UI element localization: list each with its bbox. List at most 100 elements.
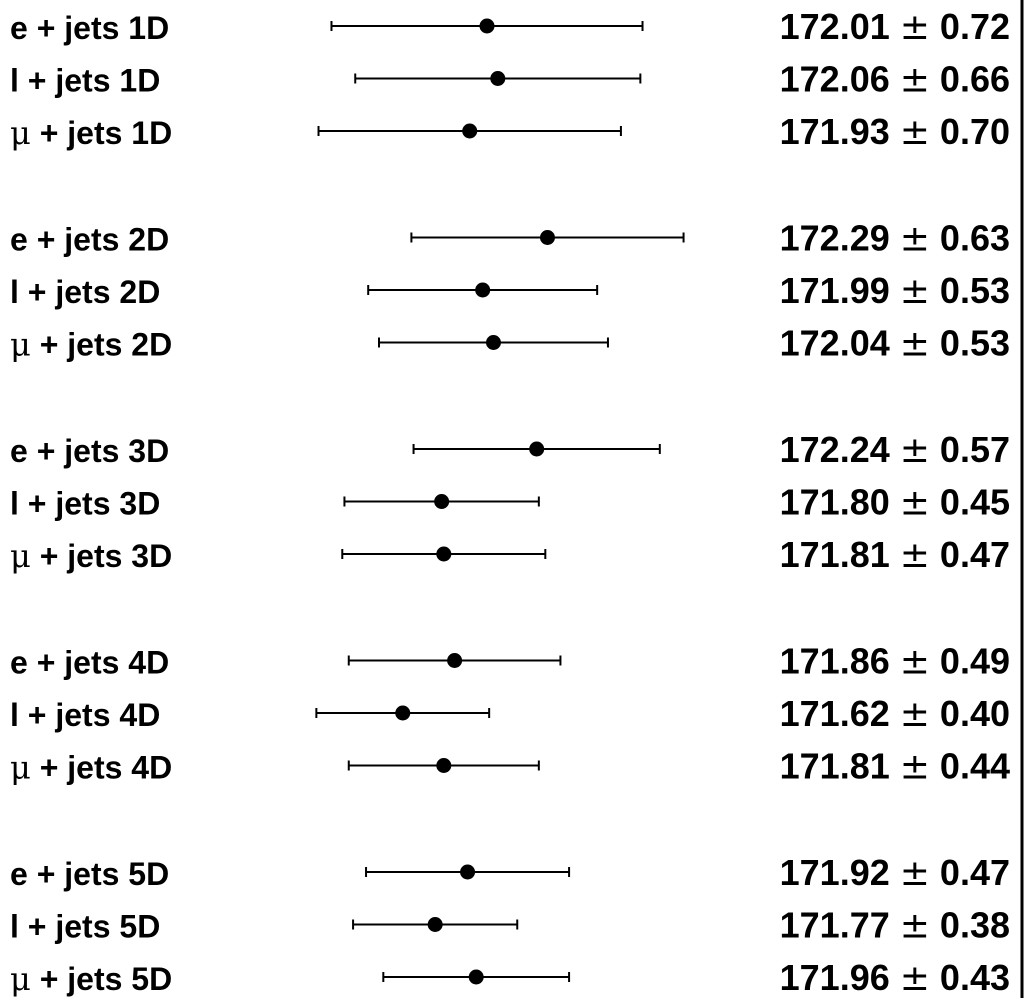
value-number: 172.29 (780, 218, 900, 259)
value-label: 172.01 ± 0.72 (780, 6, 1010, 48)
error-number: 0.66 (930, 59, 1010, 100)
row-label: μ + jets 4D (10, 749, 172, 787)
measurement-row: l + jets 4D 171.62 ± 0.40 (10, 693, 1010, 735)
data-point (490, 71, 506, 86)
error-number: 0.63 (930, 218, 1010, 259)
row-label-text: + jets 4D (31, 750, 172, 786)
value-label: 172.29 ± 0.63 (780, 218, 1010, 260)
mu-symbol: μ (10, 326, 31, 364)
row-label-text: + jets 5D (31, 961, 172, 997)
value-label: 171.99 ± 0.53 (780, 270, 1010, 312)
error-number: 0.72 (930, 6, 1010, 47)
value-number: 171.86 (780, 641, 900, 682)
row-label: e + jets 4D (10, 645, 169, 681)
value-number: 172.04 (780, 323, 900, 364)
measurement-row: l + jets 2D 171.99 ± 0.53 (10, 270, 1010, 312)
data-point (475, 282, 491, 298)
plus-minus-symbol: ± (900, 324, 930, 365)
measurement-row: e + jets 4D 171.86 ± 0.49 (10, 641, 1010, 683)
row-label: μ + jets 2D (10, 326, 172, 364)
data-point (468, 969, 484, 985)
row-label: e + jets 1D (10, 10, 169, 46)
value-label: 171.80 ± 0.45 (780, 482, 1010, 524)
measurement-row: μ + jets 4D 171.81 ± 0.44 (10, 746, 1010, 788)
data-point (479, 18, 495, 34)
row-label: e + jets 5D (10, 856, 169, 892)
row-label: e + jets 3D (10, 433, 169, 469)
data-point (529, 441, 545, 457)
data-point (539, 230, 555, 245)
data-point (462, 123, 478, 139)
row-label: l + jets 3D (10, 486, 160, 522)
value-number: 172.01 (780, 6, 900, 47)
plus-minus-symbol: ± (900, 906, 930, 947)
error-number: 0.70 (930, 111, 1010, 152)
value-number: 171.96 (780, 957, 900, 998)
mu-symbol: μ (10, 960, 31, 998)
value-label: 171.93 ± 0.70 (780, 111, 1010, 153)
plus-minus-symbol: ± (900, 535, 930, 576)
data-point (436, 546, 452, 562)
value-label: 171.86 ± 0.49 (780, 641, 1010, 683)
error-number: 0.47 (930, 534, 1010, 575)
error-number: 0.40 (930, 693, 1010, 734)
plus-minus-symbol: ± (900, 271, 930, 312)
measurement-row: l + jets 1D 172.06 ± 0.66 (10, 59, 1010, 101)
value-label: 171.81 ± 0.47 (780, 534, 1010, 576)
value-label: 171.92 ± 0.47 (780, 852, 1010, 894)
row-label-text: + jets 3D (31, 538, 172, 574)
value-label: 171.96 ± 0.43 (780, 957, 1010, 998)
plus-minus-symbol: ± (900, 694, 930, 735)
value-number: 171.77 (780, 905, 900, 946)
measurement-row: μ + jets 5D 171.96 ± 0.43 (10, 957, 1010, 998)
row-label: μ + jets 5D (10, 960, 172, 998)
value-number: 171.81 (780, 746, 900, 787)
measurement-row: e + jets 1D 172.01 ± 0.72 (10, 6, 1010, 48)
value-number: 171.92 (780, 852, 900, 893)
plus-minus-symbol: ± (900, 958, 930, 998)
mu-symbol: μ (10, 537, 31, 575)
error-number: 0.45 (930, 482, 1010, 523)
row-label: e + jets 2D (10, 222, 169, 258)
data-point (447, 653, 463, 668)
value-number: 171.62 (780, 693, 900, 734)
error-number: 0.53 (930, 323, 1010, 364)
error-number: 0.53 (930, 270, 1010, 311)
value-label: 171.77 ± 0.38 (780, 905, 1010, 947)
value-label: 172.06 ± 0.66 (780, 59, 1010, 101)
plus-minus-symbol: ± (900, 483, 930, 524)
measurement-row: l + jets 5D 171.77 ± 0.38 (10, 905, 1010, 947)
value-number: 171.93 (780, 111, 900, 152)
value-label: 171.81 ± 0.44 (780, 746, 1010, 788)
plus-minus-symbol: ± (900, 853, 930, 894)
value-number: 171.80 (780, 482, 900, 523)
row-label-text: + jets 1D (31, 115, 172, 151)
error-number: 0.57 (930, 429, 1010, 470)
data-point (427, 917, 443, 932)
row-label: l + jets 5D (10, 909, 160, 945)
value-number: 171.81 (780, 534, 900, 575)
data-point (434, 494, 450, 509)
plus-minus-symbol: ± (900, 430, 930, 471)
row-label: l + jets 4D (10, 697, 160, 733)
measurement-row: l + jets 3D 171.80 ± 0.45 (10, 482, 1010, 524)
data-point (436, 758, 452, 773)
data-point (395, 705, 411, 721)
error-number: 0.47 (930, 852, 1010, 893)
value-number: 172.24 (780, 429, 900, 470)
measurement-row: μ + jets 2D 172.04 ± 0.53 (10, 323, 1010, 365)
error-number: 0.43 (930, 957, 1010, 998)
value-label: 172.24 ± 0.57 (780, 429, 1010, 471)
mu-symbol: μ (10, 749, 31, 787)
data-point (485, 335, 501, 350)
plus-minus-symbol: ± (900, 642, 930, 683)
measurement-rows: e + jets 1D 172.01 ± 0.72 l + jets 1D 172.0… (10, 6, 1010, 998)
value-number: 171.99 (780, 270, 900, 311)
value-label: 172.04 ± 0.53 (780, 323, 1010, 365)
measurement-row: e + jets 5D 171.92 ± 0.47 (10, 852, 1010, 894)
row-label: μ + jets 3D (10, 537, 172, 575)
plus-minus-symbol: ± (900, 219, 930, 260)
value-label: 171.62 ± 0.40 (780, 693, 1010, 735)
row-label: μ + jets 1D (10, 114, 172, 152)
